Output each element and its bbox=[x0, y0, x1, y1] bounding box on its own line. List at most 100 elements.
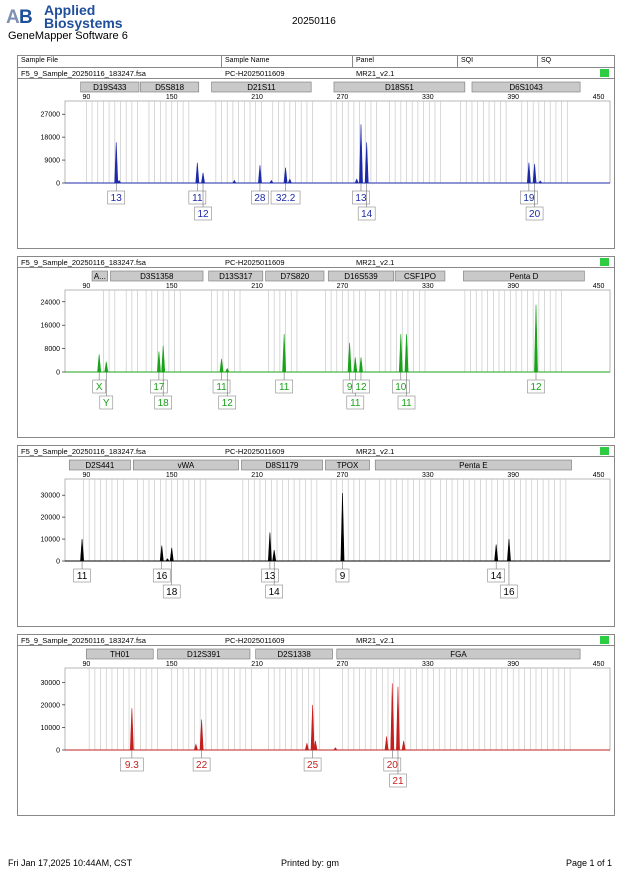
software-title: GeneMapper Software 6 bbox=[8, 30, 128, 42]
allele-call-box[interactable] bbox=[92, 379, 106, 394]
allele-call-label[interactable]: X bbox=[96, 382, 103, 393]
x-tick-label: 450 bbox=[593, 283, 605, 290]
allele-call-box[interactable] bbox=[352, 379, 370, 394]
x-tick-label: 330 bbox=[422, 283, 434, 290]
y-tick-label: 24000 bbox=[41, 299, 61, 306]
column-sample-file: Sample File bbox=[21, 57, 58, 64]
allele-call-label[interactable]: 13 bbox=[264, 571, 276, 582]
allele-call-label[interactable]: 13 bbox=[111, 193, 123, 204]
allele-call-label[interactable]: 9 bbox=[347, 382, 353, 393]
allele-call-box[interactable] bbox=[346, 395, 365, 410]
allele-call-box[interactable] bbox=[383, 757, 402, 772]
allele-call-box[interactable] bbox=[500, 584, 518, 599]
allele-call-box[interactable] bbox=[152, 568, 171, 583]
electropherogram-panel-black: F5_9_Sample_20250116_183247.fsa PC-H2025… bbox=[17, 445, 615, 627]
x-tick-label: 270 bbox=[337, 283, 349, 290]
allele-call-box[interactable] bbox=[335, 568, 350, 583]
allele-bin-group-3 bbox=[342, 668, 571, 750]
allele-call-label[interactable]: 28 bbox=[254, 193, 266, 204]
allele-call-box[interactable] bbox=[188, 190, 207, 205]
allele-call-label[interactable]: 14 bbox=[491, 571, 503, 582]
allele-call-box[interactable] bbox=[487, 568, 505, 583]
marker-bar-3 bbox=[265, 270, 325, 282]
allele-bin-group-1 bbox=[137, 479, 207, 561]
allele-call-label[interactable]: 17 bbox=[153, 382, 165, 393]
allele-call-box[interactable] bbox=[357, 206, 376, 221]
marker-label: Penta D bbox=[509, 272, 538, 281]
allele-call-label[interactable]: 20 bbox=[529, 209, 541, 220]
allele-call-box[interactable] bbox=[527, 379, 545, 394]
x-tick-label: 210 bbox=[251, 283, 263, 290]
allele-call-box[interactable] bbox=[275, 379, 293, 394]
allele-call-box[interactable] bbox=[107, 190, 126, 205]
allele-call-box[interactable] bbox=[251, 190, 269, 205]
allele-call-box[interactable] bbox=[389, 773, 407, 788]
y-tick-label: 30000 bbox=[41, 493, 61, 500]
allele-call-box[interactable] bbox=[525, 206, 544, 221]
allele-call-box[interactable] bbox=[154, 395, 172, 410]
allele-call-box[interactable] bbox=[270, 190, 301, 205]
allele-call-box[interactable] bbox=[218, 395, 237, 410]
allele-call-label[interactable]: 14 bbox=[269, 587, 281, 598]
allele-call-label[interactable]: 21 bbox=[392, 776, 404, 787]
allele-call-label[interactable]: 18 bbox=[166, 587, 178, 598]
allele-call-label[interactable]: 11 bbox=[279, 382, 290, 393]
allele-call-label[interactable]: 11 bbox=[77, 571, 88, 582]
allele-call-box[interactable] bbox=[212, 379, 231, 394]
column-sample-name: Sample Name bbox=[225, 57, 270, 64]
allele-call-box[interactable] bbox=[397, 395, 416, 410]
marker-label: FGA bbox=[450, 650, 467, 659]
x-tick-label: 150 bbox=[166, 472, 178, 479]
allele-call-label[interactable]: 16 bbox=[503, 587, 515, 598]
allele-call-box[interactable] bbox=[392, 379, 410, 394]
allele-call-label[interactable]: 12 bbox=[222, 398, 234, 409]
allele-bin-group-2 bbox=[268, 668, 321, 750]
allele-call-box[interactable] bbox=[194, 206, 212, 221]
allele-call-box[interactable] bbox=[265, 584, 283, 599]
marker-bar-2 bbox=[208, 270, 264, 282]
y-tick-label: 20000 bbox=[41, 515, 61, 522]
allele-call-label[interactable]: 12 bbox=[530, 382, 542, 393]
allele-call-box[interactable] bbox=[99, 395, 114, 410]
allele-bin-group-7 bbox=[464, 290, 562, 372]
allele-call-label[interactable]: 14 bbox=[361, 209, 373, 220]
svg-text:B: B bbox=[19, 7, 33, 26]
allele-call-label[interactable]: Y bbox=[103, 398, 110, 409]
marker-bar-6 bbox=[463, 270, 585, 282]
peak-9 bbox=[354, 178, 359, 184]
allele-call-box[interactable] bbox=[192, 757, 211, 772]
allele-call-label[interactable]: 10 bbox=[395, 382, 407, 393]
allele-call-label[interactable]: 20 bbox=[387, 760, 399, 771]
allele-call-label[interactable]: 12 bbox=[197, 209, 209, 220]
panel-info-row: F5_9_Sample_20250116_183247.fsa PC-H2025… bbox=[18, 257, 614, 268]
allele-call-label[interactable]: 11 bbox=[401, 398, 412, 409]
allele-call-box[interactable] bbox=[162, 584, 181, 599]
allele-call-label[interactable]: 32.2 bbox=[276, 193, 296, 204]
allele-call-label[interactable]: 12 bbox=[355, 382, 367, 393]
marker-label: D12S391 bbox=[187, 650, 221, 659]
allele-call-box[interactable] bbox=[73, 568, 91, 583]
allele-call-label[interactable]: 11 bbox=[216, 382, 227, 393]
allele-call-box[interactable] bbox=[120, 757, 144, 772]
allele-call-label[interactable]: 16 bbox=[156, 571, 168, 582]
x-tick-label: 390 bbox=[507, 283, 519, 290]
allele-call-label[interactable]: 18 bbox=[158, 398, 170, 409]
allele-call-label[interactable]: 11 bbox=[350, 398, 361, 409]
allele-call-label[interactable]: 11 bbox=[192, 193, 203, 204]
printed-by: Printed by: gm bbox=[281, 858, 340, 868]
y-tick-label: 18000 bbox=[41, 135, 61, 142]
x-tick-label: 390 bbox=[507, 661, 519, 668]
allele-call-box[interactable] bbox=[520, 190, 538, 205]
allele-call-box[interactable] bbox=[352, 190, 370, 205]
allele-call-label[interactable]: 9 bbox=[340, 571, 346, 582]
allele-call-label[interactable]: 25 bbox=[307, 760, 319, 771]
allele-call-label[interactable]: 19 bbox=[523, 193, 535, 204]
sample-file-value: F5_9_Sample_20250116_183247.fsa bbox=[21, 69, 146, 78]
allele-bin-group-2 bbox=[215, 101, 262, 183]
x-tick-label: 210 bbox=[251, 94, 263, 101]
allele-call-label[interactable]: 13 bbox=[355, 193, 367, 204]
allele-call-label[interactable]: 22 bbox=[196, 760, 208, 771]
allele-call-label[interactable]: 9.3 bbox=[125, 760, 139, 771]
marker-bar-5 bbox=[394, 270, 446, 282]
allele-call-box[interactable] bbox=[303, 757, 322, 772]
